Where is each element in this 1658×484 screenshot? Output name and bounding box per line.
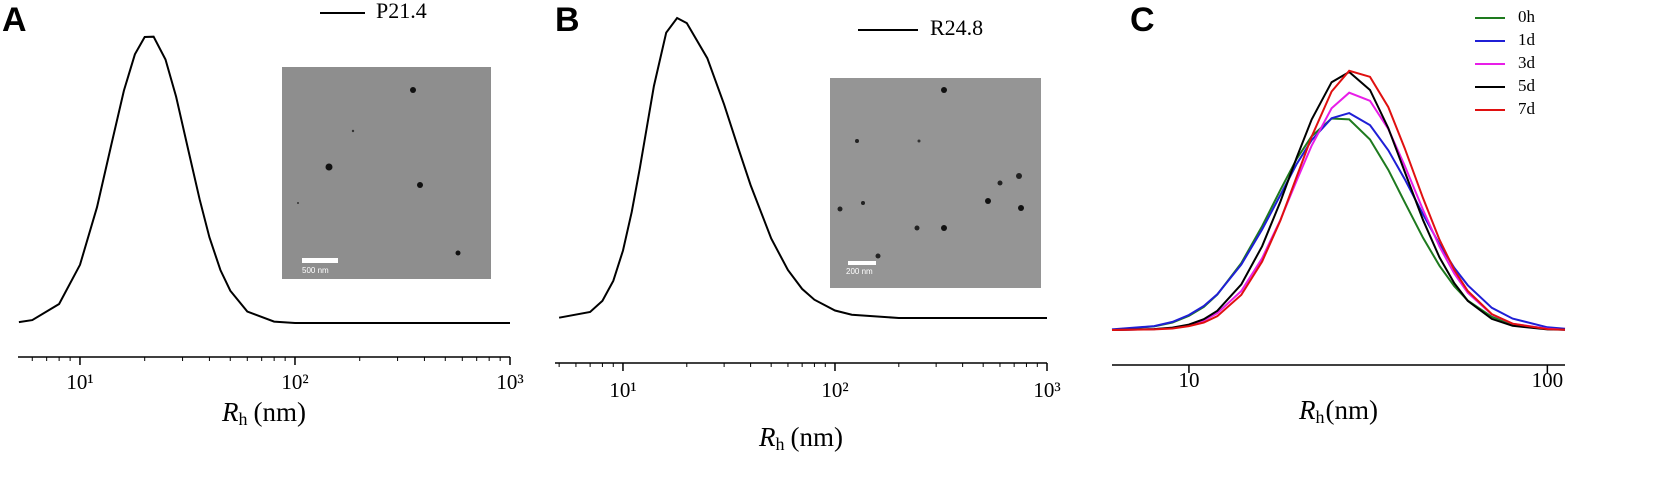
panel-label: B [555,1,580,39]
tem-image [282,67,491,279]
particle [417,182,423,188]
axis-unit: (nm) [1326,395,1378,425]
particle [941,225,947,231]
chart-panel: A 10¹ 10² 10³ Rh (nm) P21.4 [2,0,524,429]
chart-panel: B 10¹ 10² 10³ Rh (nm) R24.8 [555,1,1061,454]
x-tick-label: 10² [821,378,848,402]
scale-bar [848,261,876,265]
x-tick-label: 10² [281,370,308,394]
particle [1018,205,1024,211]
legend-label: 5d [1518,76,1536,95]
axis-symbol: R [1298,395,1316,425]
legend-label: P21.4 [376,0,427,23]
x-axis-title: Rh (nm) [221,397,306,429]
particle [837,206,843,212]
data-line [1111,112,1566,331]
x-tick-label: 10³ [1033,378,1060,402]
axis-subscript: h [1316,407,1325,427]
inset-a: 500 nm [282,67,491,279]
x-tick-label: 10 [1178,368,1199,392]
particle [1016,173,1022,179]
particle [351,129,355,133]
particle [985,198,991,204]
particle [917,139,921,143]
scale-bar-label: 200 nm [846,267,873,276]
scale-bar-label: 500 nm [302,266,329,275]
legend-label: 0h [1518,7,1536,26]
x-tick-label: 100 [1532,368,1564,392]
x-tick-label: 10³ [496,370,523,394]
legend-label: 1d [1518,30,1536,49]
particle [997,180,1003,186]
scale-bar [302,258,338,263]
axis-subscript: h [239,409,248,429]
data-line [1111,70,1566,331]
chart-panel: C 10 100 Rh(nm) 0h 1d 3d 5d 7d [1111,1,1566,427]
data-line [558,16,1047,319]
axis-symbol: R [758,422,776,452]
x-axis-title: Rh (nm) [758,422,843,454]
particle [410,87,416,93]
particle [914,225,920,231]
particle [875,253,881,259]
axis-unit: (nm) [254,397,306,427]
particle [855,139,859,143]
panel-label: A [2,1,27,39]
data-line [18,35,510,324]
axis-symbol: R [221,397,239,427]
particle [325,163,333,171]
particle [861,201,865,205]
particle [941,87,947,93]
legend-label: 7d [1518,99,1536,118]
legend-label: 3d [1518,53,1536,72]
x-tick-label: 10¹ [609,378,636,402]
particle [455,250,461,256]
panel-label: C [1130,1,1155,39]
x-tick-label: 10¹ [66,370,93,394]
axis-unit: (nm) [791,422,843,452]
inset-b: 200 nm [830,78,1041,288]
data-line [1111,117,1566,331]
legend-label: R24.8 [930,15,983,40]
tem-image [830,78,1041,288]
particle [297,202,299,204]
x-axis-title: Rh(nm) [1298,395,1378,427]
axis-subscript: h [776,434,785,454]
data-line [1111,69,1566,331]
data-line [1111,91,1566,331]
